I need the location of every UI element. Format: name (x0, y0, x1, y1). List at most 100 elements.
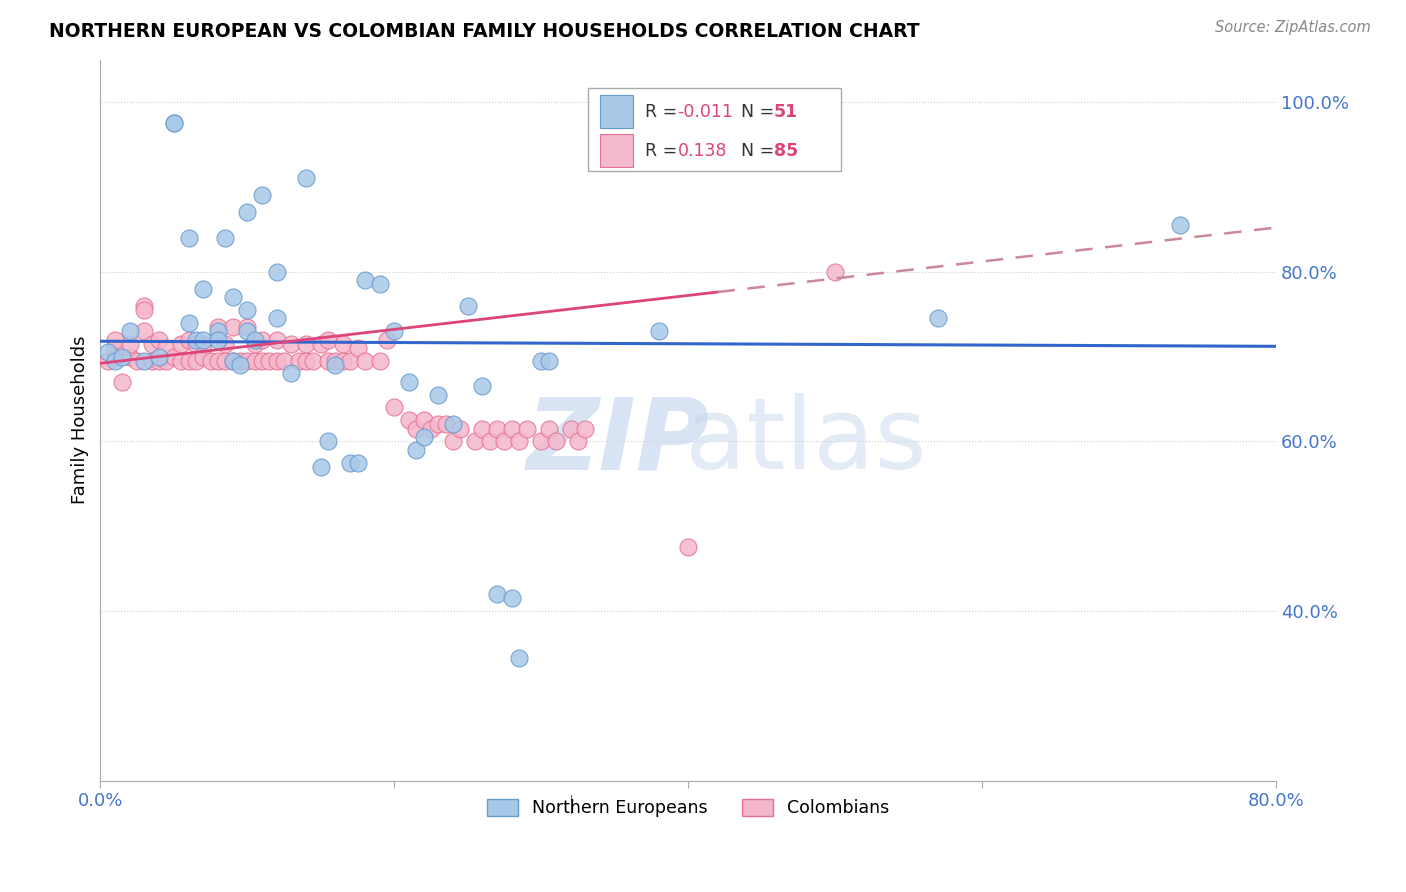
Point (141, 336, 163, 351)
Point (111, 375, 134, 389)
Point (325, 358, 347, 372)
Point (486, 422, 509, 436)
Text: 0.138: 0.138 (678, 142, 727, 160)
Text: atlas: atlas (685, 393, 927, 491)
Point (346, 341, 368, 355)
Point (200, 353, 222, 368)
Point (405, 442, 427, 457)
Point (346, 456, 368, 470)
Point (184, 336, 207, 351)
Point (354, 353, 377, 368)
Text: N =: N = (741, 142, 780, 160)
Point (280, 367, 302, 381)
Point (177, 316, 200, 330)
Point (427, 417, 450, 432)
Point (236, 319, 259, 334)
Point (368, 353, 391, 368)
Point (537, 422, 560, 436)
Point (427, 387, 450, 401)
Point (382, 324, 405, 338)
Point (449, 422, 471, 436)
Point (478, 434, 501, 449)
Point (184, 333, 207, 347)
Point (295, 353, 318, 368)
Text: Source: ZipAtlas.com: Source: ZipAtlas.com (1215, 20, 1371, 35)
Point (243, 336, 266, 351)
Point (207, 353, 229, 368)
Point (148, 353, 170, 368)
Point (118, 350, 141, 364)
Point (515, 422, 537, 436)
Point (170, 353, 193, 368)
Text: -0.011: -0.011 (678, 103, 734, 120)
Point (441, 434, 464, 449)
Point (111, 350, 134, 364)
Point (316, 353, 339, 368)
Point (250, 353, 273, 368)
Point (148, 350, 170, 364)
Point (648, 324, 671, 338)
Point (508, 650, 530, 665)
Y-axis label: Family Households: Family Households (72, 336, 89, 504)
Point (266, 311, 288, 326)
Point (354, 273, 377, 287)
Point (544, 434, 567, 449)
Point (207, 324, 229, 338)
Point (530, 434, 553, 449)
Point (193, 350, 215, 364)
Point (184, 353, 207, 368)
Point (177, 231, 200, 245)
Point (287, 353, 309, 368)
Point (339, 353, 361, 368)
Text: NORTHERN EUROPEAN VS COLOMBIAN FAMILY HOUSEHOLDS CORRELATION CHART: NORTHERN EUROPEAN VS COLOMBIAN FAMILY HO… (49, 22, 920, 41)
Point (250, 333, 273, 347)
Point (221, 319, 243, 334)
Point (134, 324, 156, 338)
Point (163, 350, 186, 364)
Point (494, 434, 516, 449)
Point (316, 434, 339, 449)
Point (574, 422, 596, 436)
Text: 85: 85 (773, 142, 799, 160)
Point (177, 353, 200, 368)
Point (134, 299, 156, 313)
Point (104, 350, 127, 364)
Point (339, 456, 361, 470)
Point (824, 265, 846, 279)
Point (236, 353, 259, 368)
Point (567, 434, 589, 449)
Point (97, 345, 120, 359)
Text: 51: 51 (773, 103, 799, 120)
Point (441, 417, 464, 432)
Point (434, 417, 457, 432)
Point (221, 353, 243, 368)
Text: R =: R = (645, 103, 682, 120)
Point (243, 333, 266, 347)
Point (193, 336, 215, 351)
Point (302, 353, 325, 368)
Point (486, 587, 509, 601)
Point (927, 311, 949, 326)
Point (295, 336, 318, 351)
Point (501, 422, 523, 436)
Point (471, 379, 494, 393)
Point (134, 302, 156, 317)
Point (214, 231, 236, 245)
Point (398, 375, 420, 389)
Point (163, 116, 186, 130)
Point (259, 353, 281, 368)
Point (501, 591, 523, 606)
Point (325, 353, 347, 368)
Point (155, 353, 177, 368)
Point (155, 341, 177, 355)
Point (332, 353, 354, 368)
Point (537, 353, 560, 368)
Point (214, 353, 236, 368)
Point (266, 353, 288, 368)
Point (243, 353, 266, 368)
Point (309, 459, 332, 474)
Point (148, 333, 170, 347)
Point (207, 319, 229, 334)
Point (508, 434, 530, 449)
Point (118, 324, 141, 338)
